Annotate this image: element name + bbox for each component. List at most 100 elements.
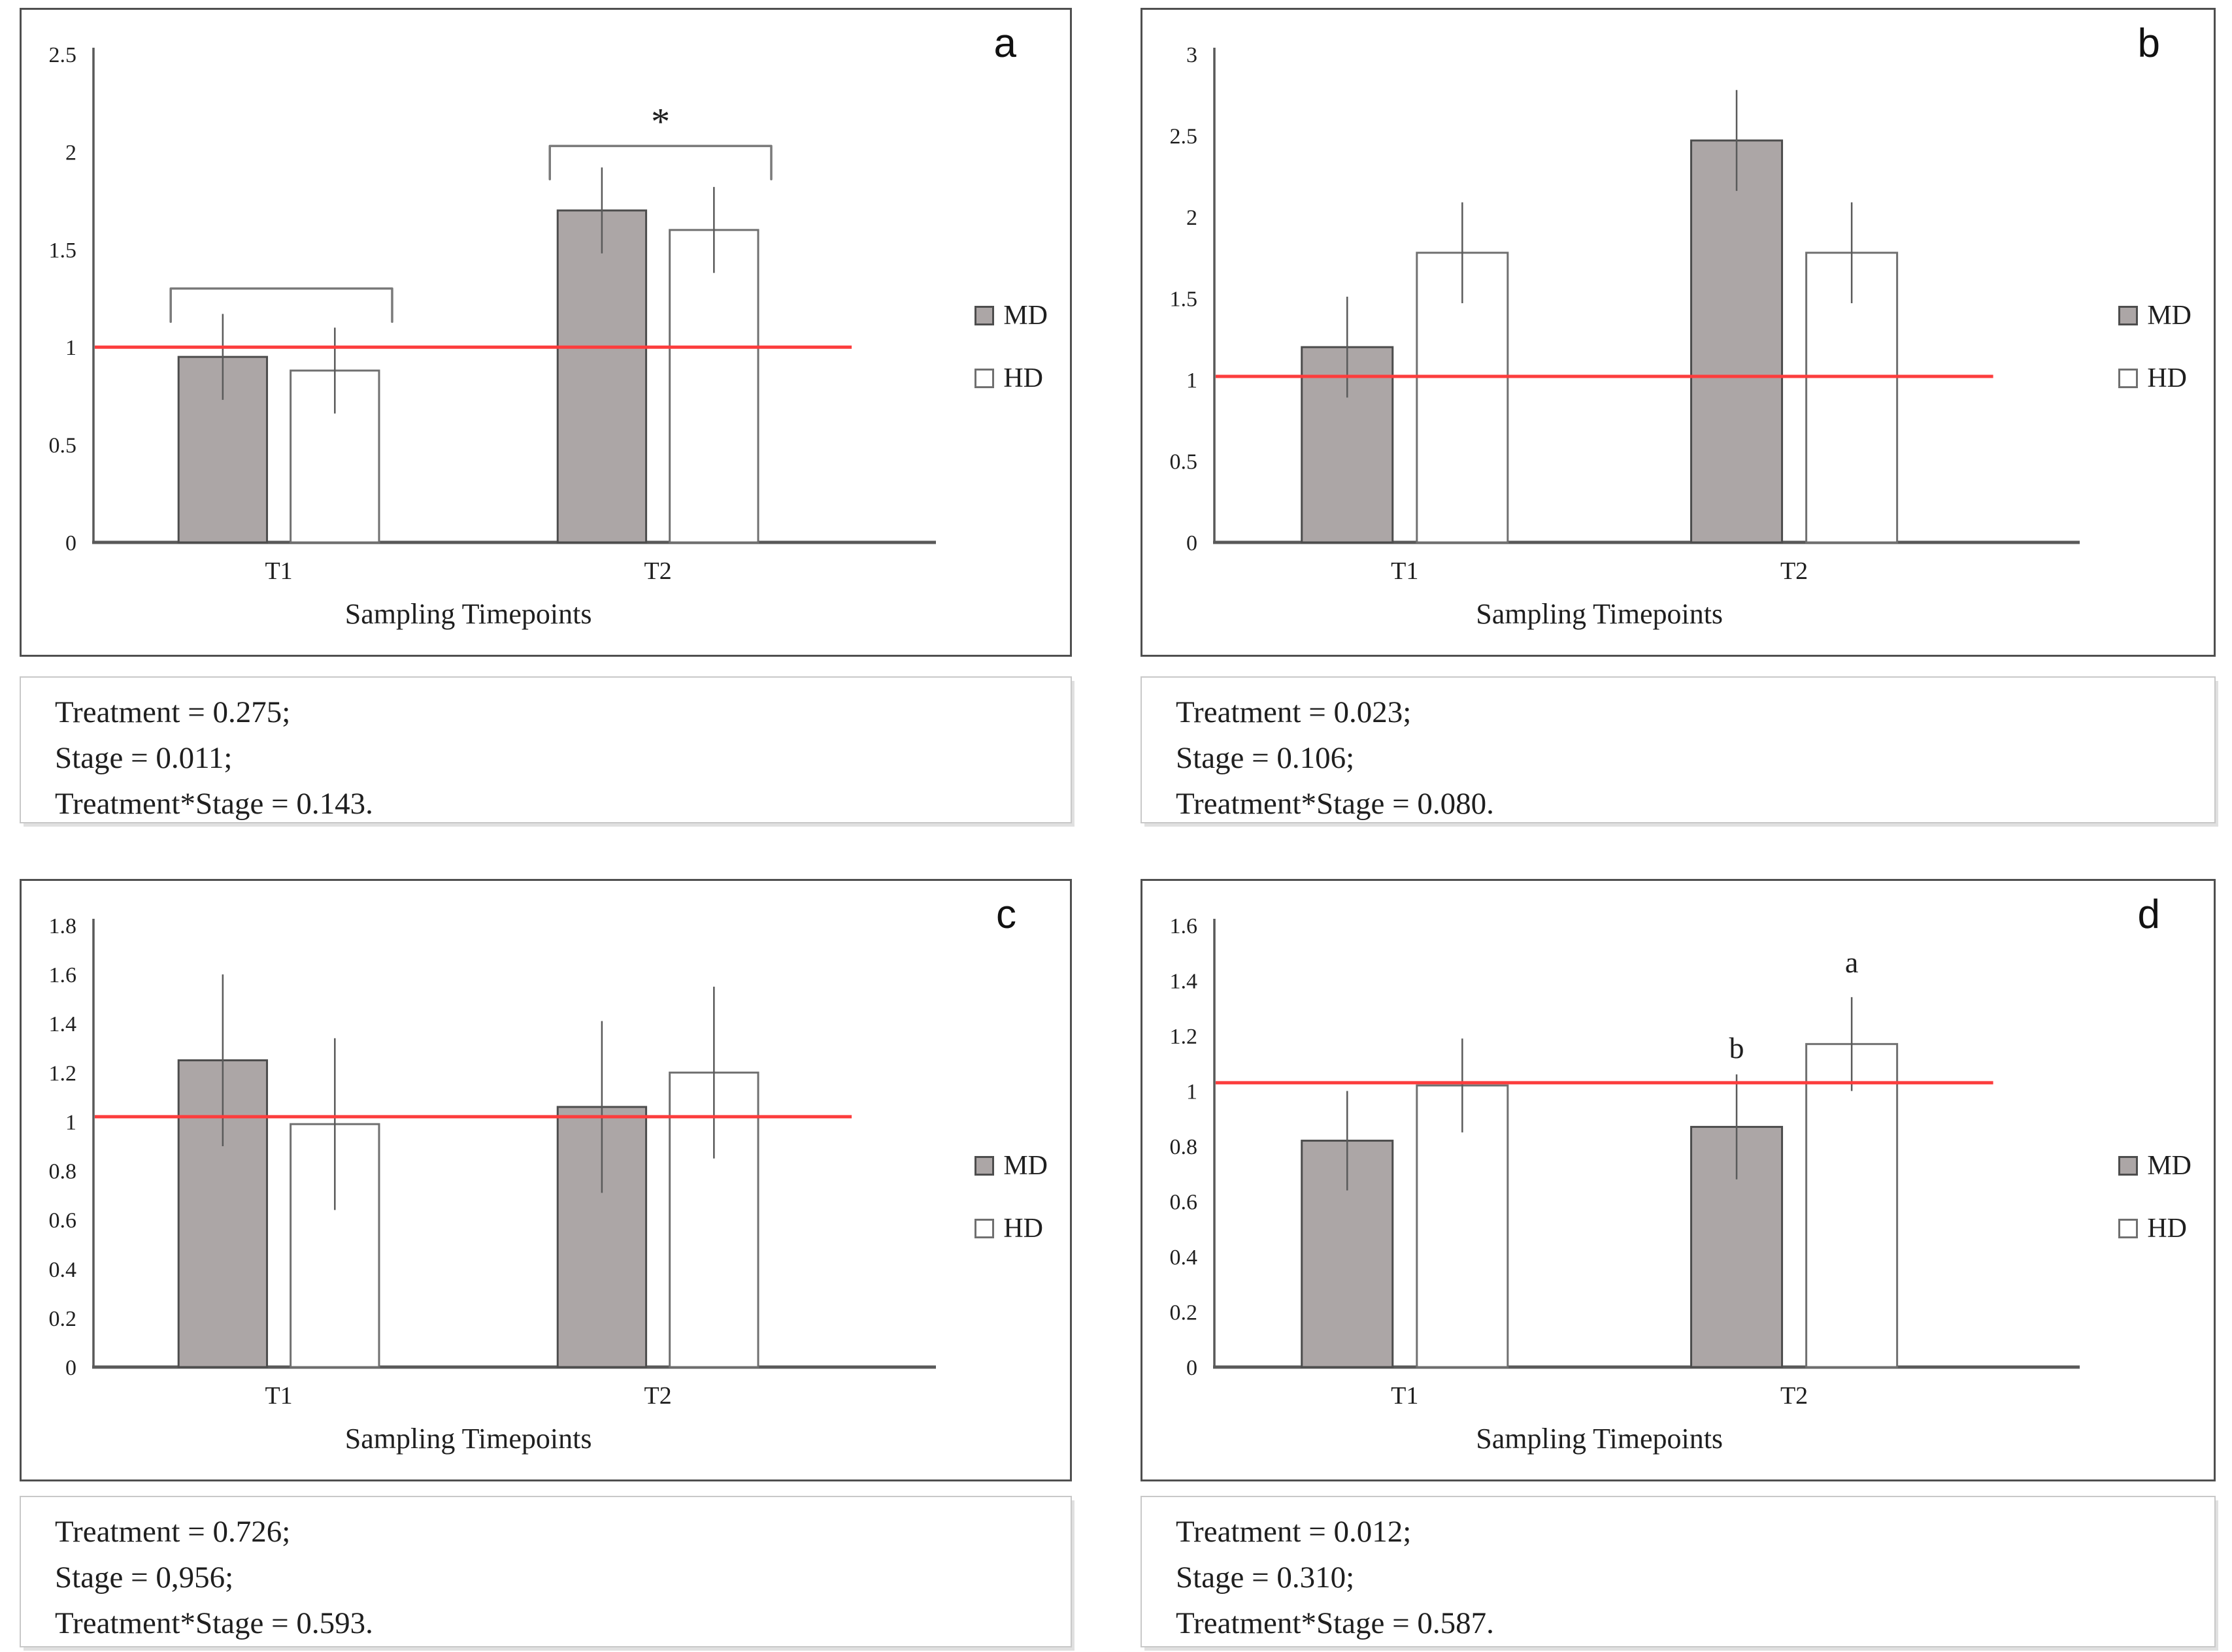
stats-line-interaction: Treatment*Stage = 0.593. [55,1606,373,1640]
svg-text:0: 0 [65,1356,76,1380]
svg-text:0.2: 0.2 [49,1307,77,1331]
svg-text:0.2: 0.2 [1170,1301,1198,1325]
md-swatch-icon [974,306,995,326]
legend-label-hd: HD [2147,1214,2187,1244]
bar-chart-svg: 0 0.5 1 1.5 2 2.5 T1 T2 * Sampling Timepoints [49,43,936,630]
legend-label-md: MD [2147,1151,2191,1181]
legend-item-md: MD [974,300,1048,331]
svg-text:1.5: 1.5 [49,239,77,263]
panel-a-letter: a [993,21,1016,66]
md-swatch-icon [2118,306,2139,326]
svg-text:0.5: 0.5 [1170,450,1198,474]
panel-c-letter: c [996,892,1016,937]
svg-text:T1: T1 [265,1382,292,1410]
svg-text:T1: T1 [1391,1382,1418,1410]
svg-text:1.5: 1.5 [1170,288,1198,312]
legend-label-hd: HD [2147,363,2187,394]
stats-line-treatment: Treatment = 0.012; [1176,1515,1412,1549]
bar-chart-svg: 0 0.2 0.4 0.6 0.8 1 1.2 1.4 1.6 1.8 T1 T2 Sampling T… [49,914,936,1455]
svg-text:0.5: 0.5 [49,434,77,458]
svg-text:0.8: 0.8 [1170,1135,1198,1159]
svg-text:Sampling Timepoints: Sampling Timepoints [1476,598,1723,630]
panel-d-chart: 0 0.2 0.4 0.6 0.8 1 1.2 1.4 1.6 T1 T2 b a Sampling Ti… [1141,879,2216,1481]
legend-label-hd: HD [1003,363,1043,394]
svg-text:1: 1 [1186,369,1197,393]
svg-text:0: 0 [1186,1356,1197,1380]
svg-text:1.8: 1.8 [49,914,77,938]
svg-text:1: 1 [1186,1080,1197,1104]
svg-text:T2: T2 [1780,557,1808,585]
svg-text:1.2: 1.2 [1170,1025,1198,1049]
svg-text:Sampling Timepoints: Sampling Timepoints [345,1423,592,1455]
panel-a-legend: MD HD [974,300,1048,394]
stats-line-stage: Stage = 0,956; [55,1561,234,1594]
stats-line-treatment: Treatment = 0.023; [1176,695,1412,729]
svg-text:T1: T1 [265,557,292,585]
svg-text:2: 2 [65,140,76,165]
legend-item-md: MD [2118,1150,2191,1181]
legend-item-md: MD [974,1150,1048,1181]
svg-text:1.2: 1.2 [49,1061,77,1085]
legend-label-hd: HD [1003,1214,1043,1244]
legend-label-md: MD [1003,301,1048,331]
panel-a-stats-box: Treatment = 0.275; Stage = 0.011; Treatm… [20,676,1072,823]
svg-text:*: * [651,100,670,142]
svg-text:0.8: 0.8 [49,1160,77,1184]
panel-a-chart: 0 0.5 1 1.5 2 2.5 T1 T2 * Sampling Timepoints a M… [20,8,1072,657]
legend-item-hd: HD [974,1213,1048,1244]
svg-text:1: 1 [65,1110,76,1134]
legend-item-hd: HD [2118,363,2191,394]
svg-text:a: a [1845,946,1858,979]
svg-text:T1: T1 [1391,557,1418,585]
panel-d-legend: MD HD [2118,1150,2191,1244]
svg-text:0.6: 0.6 [49,1209,77,1233]
panel-c-legend: MD HD [974,1150,1048,1244]
svg-text:1: 1 [65,336,76,360]
stats-line-stage: Stage = 0.011; [55,741,233,775]
svg-text:2.5: 2.5 [1170,125,1198,149]
svg-text:Sampling Timepoints: Sampling Timepoints [345,598,592,630]
panel-b-stats-box: Treatment = 0.023; Stage = 0.106; Treatm… [1141,676,2216,823]
hd-swatch-icon [2118,369,2139,389]
svg-text:0: 0 [1186,531,1197,555]
stats-line-interaction: Treatment*Stage = 0.143. [55,787,373,821]
svg-text:2.5: 2.5 [49,43,77,67]
panel-b-letter: b [2137,21,2160,66]
stats-line-interaction: Treatment*Stage = 0.587. [1176,1606,1494,1640]
svg-text:3: 3 [1186,43,1197,67]
svg-text:1.4: 1.4 [1170,970,1198,994]
panel-b-chart: 0 0.5 1 1.5 2 2.5 3 T1 T2 Sampling Timepoints b M… [1141,8,2216,657]
hd-swatch-icon [974,1219,995,1239]
panel-d-letter: d [2137,892,2160,937]
legend-item-hd: HD [974,363,1048,394]
stats-line-stage: Stage = 0.106; [1176,741,1355,775]
stats-line-treatment: Treatment = 0.726; [55,1515,291,1549]
svg-text:1.6: 1.6 [49,963,77,987]
bar-chart-svg: 0 0.2 0.4 0.6 0.8 1 1.2 1.4 1.6 T1 T2 b a Sampling Ti… [1170,914,2080,1455]
figure-grid: 0 0.5 1 1.5 2 2.5 T1 T2 * Sampling Timepoints a M… [20,8,2232,1647]
legend-label-md: MD [1003,1151,1048,1181]
legend-item-md: MD [2118,300,2191,331]
hd-swatch-icon [2118,1219,2139,1239]
svg-text:2: 2 [1186,206,1197,230]
md-swatch-icon [2118,1156,2139,1176]
svg-text:0.4: 0.4 [49,1258,77,1282]
svg-text:0.6: 0.6 [1170,1191,1198,1215]
hd-swatch-icon [974,369,995,389]
svg-text:b: b [1729,1031,1744,1065]
stats-line-interaction: Treatment*Stage = 0.080. [1176,787,1494,821]
svg-text:1.6: 1.6 [1170,914,1198,938]
svg-text:Sampling Timepoints: Sampling Timepoints [1476,1423,1723,1455]
panel-b-legend: MD HD [2118,300,2191,394]
svg-text:T2: T2 [644,557,672,585]
svg-text:T2: T2 [1780,1382,1808,1410]
stats-line-stage: Stage = 0.310; [1176,1561,1355,1594]
md-swatch-icon [974,1156,995,1176]
stats-line-treatment: Treatment = 0.275; [55,695,291,729]
legend-item-hd: HD [2118,1213,2191,1244]
legend-label-md: MD [2147,301,2191,331]
svg-text:0.4: 0.4 [1170,1246,1198,1270]
svg-text:T2: T2 [644,1382,672,1410]
bar-chart-svg: 0 0.5 1 1.5 2 2.5 3 T1 T2 Sampling Timepoints [1170,43,2080,630]
